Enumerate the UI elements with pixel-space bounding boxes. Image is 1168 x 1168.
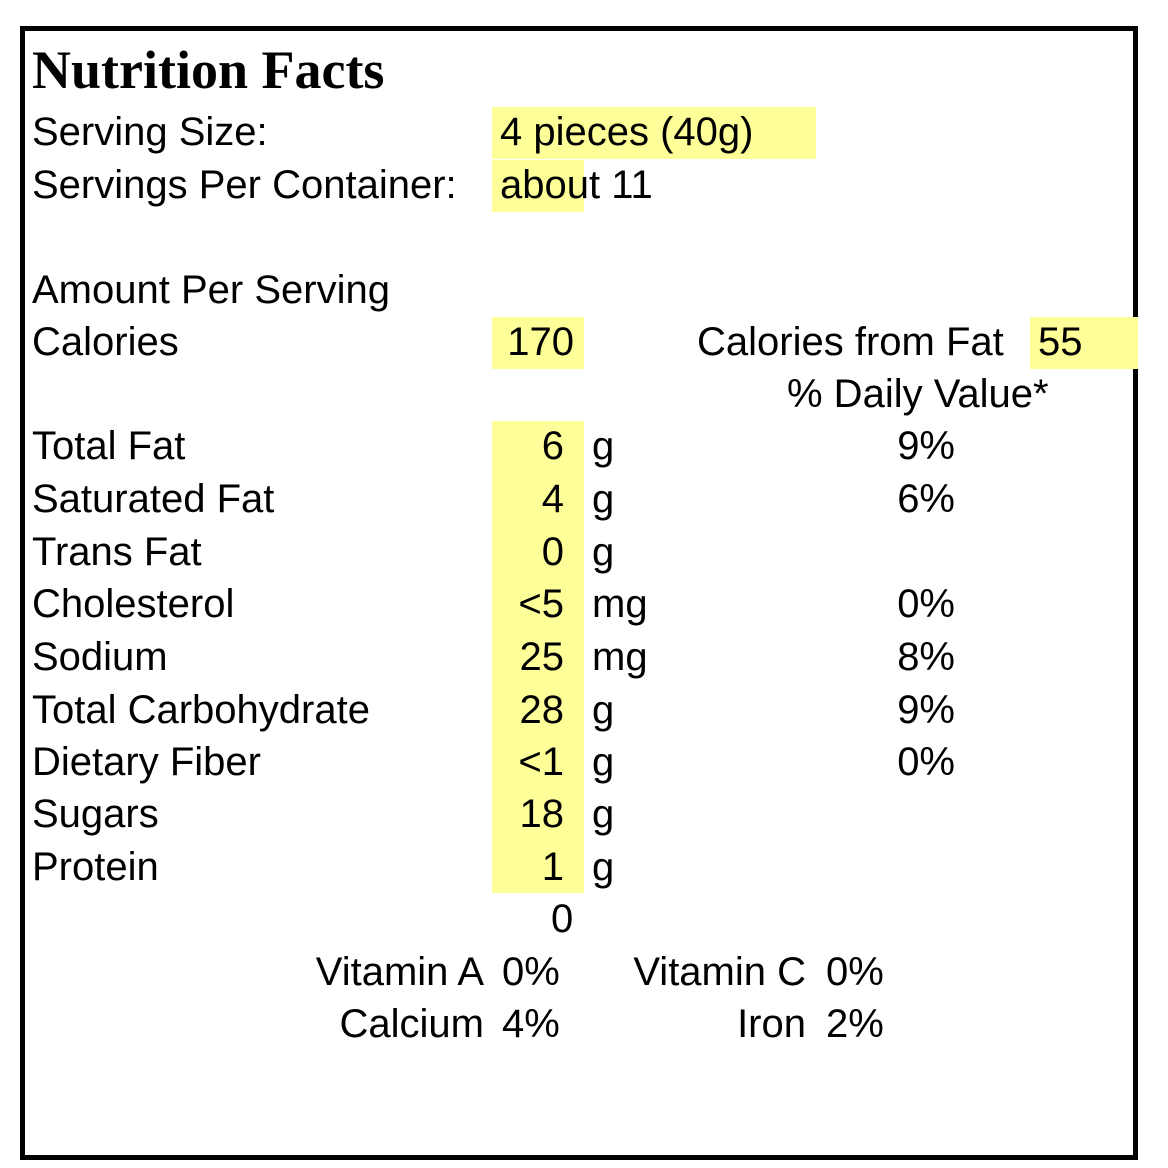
nutrient-name: Trans Fat [32, 530, 202, 574]
nutrient-amount: 1 [541, 845, 564, 889]
nutrient-amount: 18 [519, 792, 565, 836]
nutrient-name: Dietary Fiber [32, 740, 261, 784]
nutrient-amount: <5 [518, 582, 564, 626]
nutrient-unit: g [592, 792, 615, 836]
vitamin-daily-value: 0% [502, 950, 560, 994]
nutrient-unit: mg [592, 635, 648, 679]
nutrient-amount: 28 [519, 688, 565, 732]
nutrient-unit: g [592, 530, 615, 574]
nutrient-name: Saturated Fat [32, 477, 275, 521]
serving-size-label: Serving Size: [32, 110, 268, 154]
calories-from-fat-label: Calories from Fat [697, 320, 1004, 364]
nutrient-amount: 0 [541, 530, 564, 574]
nutrition-label-frame [20, 26, 1138, 1160]
nutrient-unit: g [592, 740, 615, 784]
highlight-calories-from-fat [1030, 317, 1138, 369]
nutrient-name: Total Fat [32, 424, 186, 468]
vitamin-name: Calcium [339, 1002, 484, 1046]
nutrient-name: Cholesterol [32, 582, 235, 626]
nutrient-amount: 25 [519, 635, 565, 679]
nutrient-daily-value: 9% [897, 424, 955, 468]
nutrient-daily-value: 6% [897, 477, 955, 521]
nutrient-daily-value: 0% [897, 740, 955, 784]
nutrient-unit: g [592, 477, 615, 521]
stray-value: 0 [551, 897, 574, 941]
vitamin-daily-value: 0% [826, 950, 884, 994]
nutrient-name: Total Carbohydrate [32, 688, 370, 732]
highlight-calories [492, 317, 584, 369]
label-title: Nutrition Facts [32, 40, 385, 100]
vitamin-name: Vitamin C [633, 950, 806, 994]
vitamin-name: Iron [737, 1002, 806, 1046]
nutrient-name: Sugars [32, 792, 159, 836]
highlight-nutrient-amounts [492, 421, 584, 893]
highlight-servings-per-container [492, 160, 584, 212]
highlight-serving-size [492, 107, 816, 159]
calories-label: Calories [32, 320, 179, 364]
nutrient-daily-value: 0% [897, 582, 955, 626]
nutrient-name: Protein [32, 845, 159, 889]
nutrient-unit: g [592, 688, 615, 732]
nutrient-name: Sodium [32, 635, 168, 679]
nutrient-unit: g [592, 845, 615, 889]
daily-value-header: % Daily Value* [787, 372, 1049, 416]
nutrient-amount: 6 [541, 424, 564, 468]
nutrient-unit: g [592, 424, 615, 468]
servings-per-container-value: about 11 [500, 163, 653, 207]
nutrient-unit: mg [592, 582, 648, 626]
vitamin-daily-value: 4% [502, 1002, 560, 1046]
nutrient-daily-value: 8% [897, 635, 955, 679]
nutrient-daily-value: 9% [897, 688, 955, 732]
calories-from-fat-value: 55 [1038, 320, 1083, 364]
nutrient-amount: <1 [518, 740, 564, 784]
amount-per-serving-heading: Amount Per Serving [32, 268, 390, 312]
calories-value: 170 [507, 320, 574, 364]
serving-size-value: 4 pieces (40g) [500, 110, 754, 154]
vitamin-daily-value: 2% [826, 1002, 884, 1046]
nutrient-amount: 4 [541, 477, 564, 521]
vitamin-name: Vitamin A [315, 950, 484, 994]
servings-per-container-label: Servings Per Container: [32, 163, 457, 207]
